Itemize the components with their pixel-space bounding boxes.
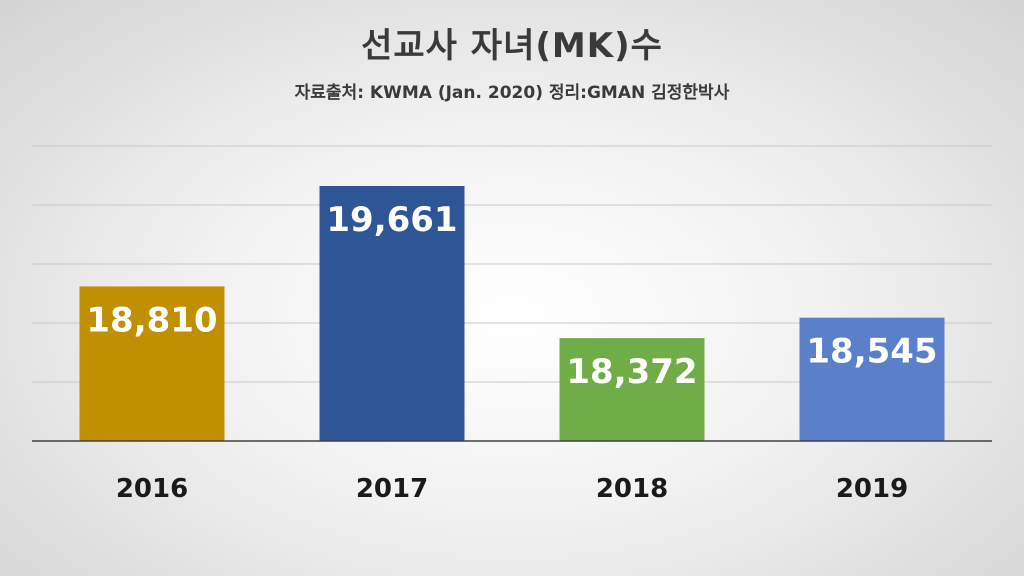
x-tick-label-2018: 2018 <box>596 474 668 504</box>
bar-2019 <box>799 317 945 441</box>
bar-2017 <box>319 186 465 441</box>
data-label-2019: 18,545 <box>806 332 937 372</box>
data-label-2018: 18,372 <box>566 352 697 392</box>
data-label-2016: 18,810 <box>86 300 217 340</box>
data-label-2017: 19,661 <box>326 200 457 240</box>
bar-2016 <box>79 286 225 441</box>
x-tick-label-2017: 2017 <box>356 474 428 504</box>
chart-title: 선교사 자녀(MK)수 <box>361 26 663 66</box>
x-tick-label-2016: 2016 <box>116 474 188 504</box>
chart-subtitle: 자료출처: KWMA (Jan. 2020) 정리:GMAN 김정한박사 <box>294 83 730 103</box>
x-tick-label-2019: 2019 <box>836 474 908 504</box>
bar-2018 <box>559 338 705 441</box>
